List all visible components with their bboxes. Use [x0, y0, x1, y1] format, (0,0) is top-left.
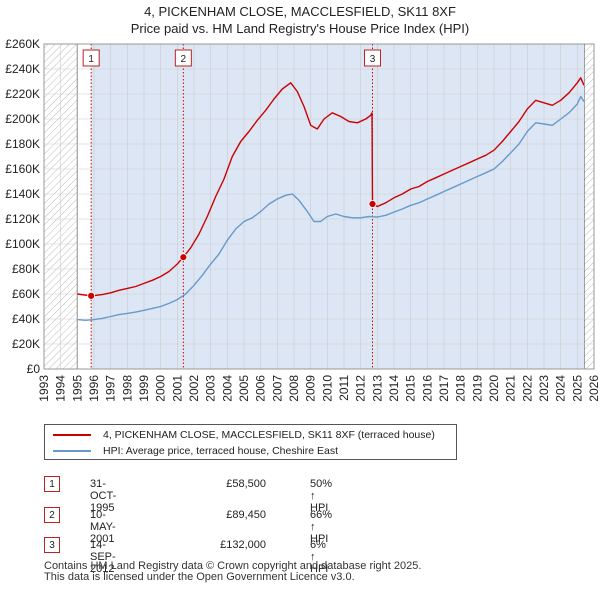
legend: 4, PICKENHAM CLOSE, MACCLESFIELD, SK11 8…	[44, 424, 457, 460]
x-tick-label: 1994	[54, 375, 68, 402]
legend-swatch-hpi	[53, 450, 91, 452]
chart-title: 4, PICKENHAM CLOSE, MACCLESFIELD, SK11 8…	[144, 4, 456, 19]
transaction-hpi: 50% ↑ HPI	[310, 478, 333, 514]
y-tick-label: £60K	[12, 287, 40, 301]
y-tick-label: £200K	[5, 112, 40, 126]
x-tick-label: 2006	[254, 375, 268, 402]
x-tick-label: 1993	[37, 375, 51, 402]
x-tick-label: 2021	[504, 375, 518, 402]
chart-subtitle: Price paid vs. HM Land Registry's House …	[130, 21, 470, 36]
transaction-marker: 1	[44, 476, 60, 492]
legend-item-property: 4, PICKENHAM CLOSE, MACCLESFIELD, SK11 8…	[53, 427, 435, 443]
transaction-hpi: 6% ↑ HPI	[310, 539, 329, 575]
footer: Contains HM Land Registry data © Crown c…	[44, 561, 421, 583]
y-tick-label: £140K	[5, 187, 40, 201]
x-tick-label: 2004	[220, 375, 234, 402]
x-tick-label: 2014	[387, 375, 401, 402]
price-chart: 1 2 3 £0 £20K £40K £60K £80K £100K £120K £140K £16…	[5, 37, 600, 402]
sale-label: 1	[88, 54, 94, 65]
transaction-date: 10-MAY-2001	[90, 509, 116, 545]
legend-item-hpi: HPI: Average price, terraced house, Ches…	[53, 443, 338, 459]
legend-swatch-property	[53, 434, 91, 436]
x-tick-label: 2010	[320, 375, 334, 402]
y-tick-label: £220K	[5, 87, 40, 101]
x-tick-label: 2009	[304, 375, 318, 402]
x-tick-label: 2008	[287, 375, 301, 402]
x-tick-label: 1997	[104, 375, 118, 402]
x-tick-label: 2005	[237, 375, 251, 402]
transaction-date: 14-SEP-2012	[90, 539, 116, 575]
sale-label: 2	[181, 54, 187, 65]
ownership-shade	[91, 44, 184, 369]
transaction-marker: 2	[44, 507, 60, 523]
x-tick-label: 2023	[537, 375, 551, 402]
x-tick-label: 1999	[137, 375, 151, 402]
x-tick-label: 1995	[70, 375, 84, 402]
ownership-shade	[183, 44, 373, 369]
y-tick-label: £20K	[12, 337, 40, 351]
x-tick-label: 2003	[204, 375, 218, 402]
hatched-region-after	[584, 44, 594, 369]
y-tick-label: £260K	[5, 37, 40, 51]
y-tick-label: £40K	[12, 312, 40, 326]
x-tick-label: 2017	[437, 375, 451, 402]
sale-point	[179, 253, 188, 262]
y-tick-label: £100K	[5, 237, 40, 251]
x-tick-label: 2011	[337, 375, 351, 401]
x-tick-label: 2018	[454, 375, 468, 402]
sale-label: 3	[370, 54, 376, 65]
x-tick-label: 2022	[520, 375, 534, 402]
footer-license: This data is licensed under the Open Gov…	[44, 571, 355, 583]
x-tick-label: 2001	[170, 375, 184, 402]
y-tick-label: £180K	[5, 137, 40, 151]
x-tick-label: 2019	[470, 375, 484, 402]
x-tick-label: 2000	[154, 375, 168, 402]
sale-point	[368, 200, 377, 208]
transaction-price: £132,000	[220, 539, 266, 551]
legend-label-hpi: HPI: Average price, terraced house, Ches…	[103, 445, 339, 457]
x-tick-label: 2012	[354, 375, 368, 402]
x-tick-label: 2016	[420, 375, 434, 402]
y-tick-label: £0	[27, 362, 41, 376]
sale-label-box	[174, 49, 192, 67]
sale-label-box	[82, 49, 100, 67]
x-tick-label: 2024	[554, 375, 568, 402]
transaction-marker: 3	[44, 537, 60, 553]
x-tick-label: 2025	[570, 375, 584, 402]
x-tick-label: 2020	[487, 375, 501, 402]
y-tick-label: £240K	[5, 62, 40, 76]
x-tick-label: 2015	[404, 375, 418, 402]
y-tick-label: £120K	[5, 212, 40, 226]
x-tick-label: 2026	[587, 375, 600, 402]
transaction-date: 31-OCT-1995	[90, 478, 117, 514]
y-tick-label: £160K	[5, 162, 40, 176]
transaction-price: £58,500	[226, 478, 266, 490]
y-tick-label: £80K	[12, 262, 40, 276]
hpi-line	[77, 95, 585, 321]
x-tick-label: 2007	[270, 375, 284, 402]
footer-copyright: Contains HM Land Registry data © Crown c…	[44, 560, 422, 572]
x-tick-label: 2013	[370, 375, 384, 402]
transaction-hpi: 66% ↑ HPI	[310, 509, 333, 545]
x-tick-label: 1996	[87, 375, 101, 402]
sale-point	[87, 291, 96, 300]
legend-label-property: 4, PICKENHAM CLOSE, MACCLESFIELD, SK11 8…	[103, 429, 435, 441]
x-tick-label: 1998	[120, 375, 134, 402]
sale-label-box	[364, 49, 381, 67]
transaction-price: £89,450	[226, 509, 266, 521]
ownership-shade	[372, 44, 584, 369]
plot-frame	[43, 43, 595, 370]
property-line	[77, 77, 585, 297]
x-tick-label: 2002	[187, 375, 201, 402]
